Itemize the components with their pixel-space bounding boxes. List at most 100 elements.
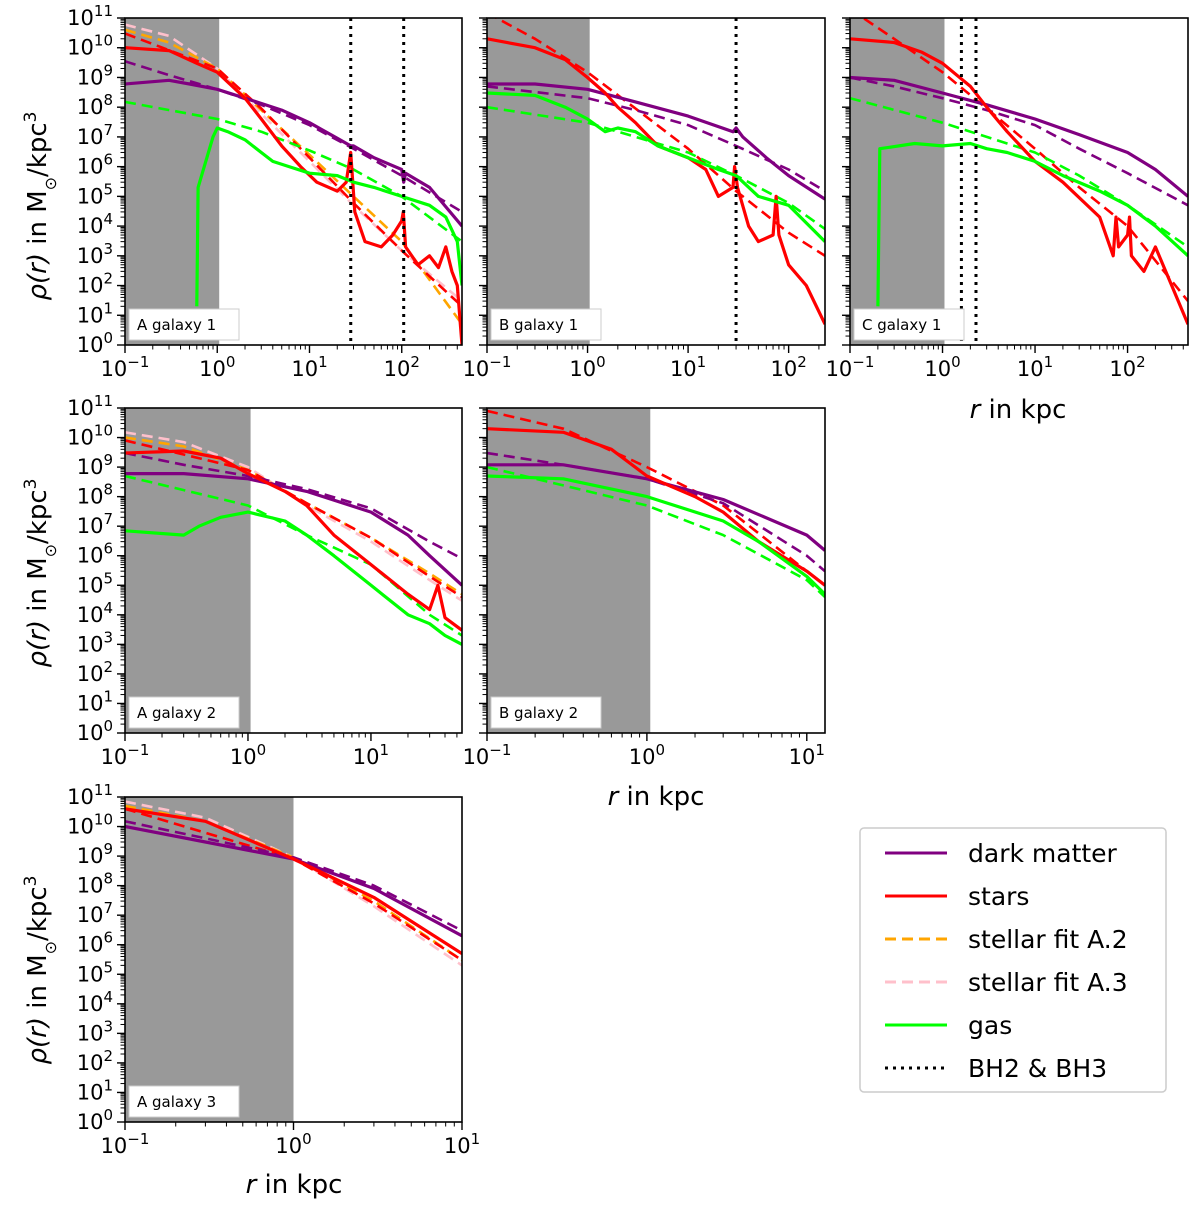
series-stars bbox=[850, 37, 1188, 325]
x-tick-label: 100 bbox=[629, 741, 665, 769]
panel-title: C galaxy 1 bbox=[862, 316, 941, 334]
legend: dark matter stars stellar fit A.2 stellar f… bbox=[859, 827, 1167, 1093]
y-tick-label: 105 bbox=[77, 180, 113, 208]
x-axis-label-panel-c1: r in kpc bbox=[970, 395, 1067, 425]
y-tick-label: 100 bbox=[77, 329, 113, 357]
series-stars bbox=[125, 807, 462, 955]
y-tick-label: 107 bbox=[77, 121, 113, 149]
shaded-region bbox=[125, 18, 220, 345]
series-gas-fit bbox=[487, 465, 825, 598]
plot-area bbox=[487, 409, 825, 598]
y-tick-label: 108 bbox=[77, 481, 113, 509]
y-axis-label-row3: ρ(r) in M⊙/kpc3 bbox=[21, 875, 60, 1064]
series-gas bbox=[876, 141, 1188, 307]
series-dark-matter-fit bbox=[125, 451, 462, 560]
series-dark-matter-fit bbox=[125, 60, 462, 214]
series-dark-matter bbox=[850, 75, 1188, 198]
y-tick-label: 103 bbox=[77, 240, 113, 268]
series-dark-matter bbox=[487, 82, 825, 201]
axes-frame bbox=[486, 17, 826, 346]
x-axis-label-panel-a3: r in kpc bbox=[246, 1170, 343, 1200]
x-axis-label-panel-b2: r in kpc bbox=[608, 782, 705, 812]
y-tick-label: 1011 bbox=[67, 392, 113, 420]
series-gas bbox=[487, 474, 825, 596]
series-gas-fit bbox=[125, 474, 462, 637]
series-stars bbox=[487, 37, 825, 325]
legend-label-gas: gas bbox=[968, 1011, 1012, 1040]
x-tick-label: 101 bbox=[444, 1130, 480, 1158]
series-dark-matter bbox=[125, 78, 462, 228]
axes-frame bbox=[124, 407, 463, 734]
x-tick-label: 10−1 bbox=[101, 1130, 150, 1158]
y-tick-label: 104 bbox=[77, 988, 113, 1016]
series-dark-matter bbox=[487, 463, 825, 552]
series-stars-fit bbox=[125, 807, 462, 962]
panel-label-box bbox=[490, 696, 602, 729]
panel-title: A galaxy 2 bbox=[137, 704, 216, 722]
series-dark-matter-fit bbox=[850, 76, 1188, 207]
x-tick-label: 102 bbox=[384, 353, 420, 381]
panel-label-box bbox=[128, 696, 240, 729]
panel-3: 10−1 100 101100101102103104105106107108109… bbox=[67, 392, 463, 769]
series-stars-fit bbox=[493, 18, 825, 257]
series-gas bbox=[487, 91, 825, 243]
x-tick-label: 102 bbox=[770, 353, 806, 381]
y-tick-label: 108 bbox=[77, 870, 113, 898]
panel-4: 10−1 100 101 B galaxy 2 bbox=[463, 407, 826, 769]
y-axis-label-row1: ρ(r) in M⊙/kpc3 bbox=[21, 111, 60, 300]
y-axis-label-row2: ρ(r) in M⊙/kpc3 bbox=[21, 478, 60, 667]
panel-title: A galaxy 1 bbox=[137, 316, 216, 334]
series-stars-fit bbox=[125, 439, 462, 599]
series-stars-fit bbox=[125, 32, 462, 308]
series-stars bbox=[125, 46, 462, 345]
legend-label-dark-matter: dark matter bbox=[968, 839, 1118, 868]
panel-label-box bbox=[853, 308, 965, 341]
series-stellar-fit-a-3 bbox=[125, 23, 462, 303]
x-tick-label: 101 bbox=[353, 741, 389, 769]
y-tick-label: 107 bbox=[77, 899, 113, 927]
y-tick-label: 108 bbox=[77, 91, 113, 119]
x-tick-label: 102 bbox=[1109, 353, 1145, 381]
y-tick-label: 100 bbox=[77, 1106, 113, 1134]
series-dark-matter-fit bbox=[487, 85, 825, 193]
x-tick-label: 101 bbox=[291, 353, 327, 381]
series-stellar-fit-a-3 bbox=[125, 431, 462, 602]
x-tick-label: 10−1 bbox=[101, 353, 150, 381]
x-tick-label: 10−1 bbox=[463, 741, 512, 769]
y-tick-label: 106 bbox=[77, 540, 113, 568]
x-tick-label: 100 bbox=[199, 353, 235, 381]
series-dark-matter-fit bbox=[487, 451, 825, 573]
x-tick-label: 101 bbox=[789, 741, 825, 769]
axes-frame bbox=[486, 407, 826, 734]
series-gas-fit bbox=[487, 105, 825, 231]
y-tick-label: 1011 bbox=[67, 2, 113, 30]
plot-area bbox=[125, 18, 462, 345]
plot-area bbox=[850, 18, 1188, 345]
y-tick-label: 109 bbox=[77, 61, 113, 89]
legend-label-stellar-fit-a-3: stellar fit A.3 bbox=[968, 968, 1128, 997]
y-tick-label: 101 bbox=[77, 299, 113, 327]
y-tick-label: 100 bbox=[77, 717, 113, 745]
legend-label-stars: stars bbox=[968, 882, 1029, 911]
y-tick-label: 105 bbox=[77, 958, 113, 986]
x-tick-label: 100 bbox=[569, 353, 605, 381]
x-tick-label: 101 bbox=[1017, 353, 1053, 381]
panel-label-box bbox=[128, 308, 240, 341]
x-tick-label: 100 bbox=[275, 1130, 311, 1158]
panel-title: A galaxy 3 bbox=[137, 1093, 216, 1111]
x-tick-label: 100 bbox=[924, 353, 960, 381]
plot-area bbox=[487, 18, 825, 345]
panel-title: B galaxy 1 bbox=[499, 316, 578, 334]
x-axis-labels: r in kpc r in kpc r in kpc bbox=[246, 395, 1067, 1200]
y-tick-label: 104 bbox=[77, 599, 113, 627]
y-tick-label: 103 bbox=[77, 1017, 113, 1045]
plot-area bbox=[125, 800, 462, 967]
y-tick-label: 107 bbox=[77, 510, 113, 538]
panel-0: 10−1 100 101 102100101102103104105106107108… bbox=[67, 2, 463, 381]
shaded-region bbox=[125, 797, 294, 1122]
y-tick-label: 103 bbox=[77, 628, 113, 656]
series-stars bbox=[125, 449, 462, 632]
y-axis-labels: ρ(r) in M⊙/kpc3 ρ(r) in M⊙/kpc3 ρ(r) in … bbox=[21, 111, 60, 1064]
x-tick-label: 10−1 bbox=[463, 353, 512, 381]
